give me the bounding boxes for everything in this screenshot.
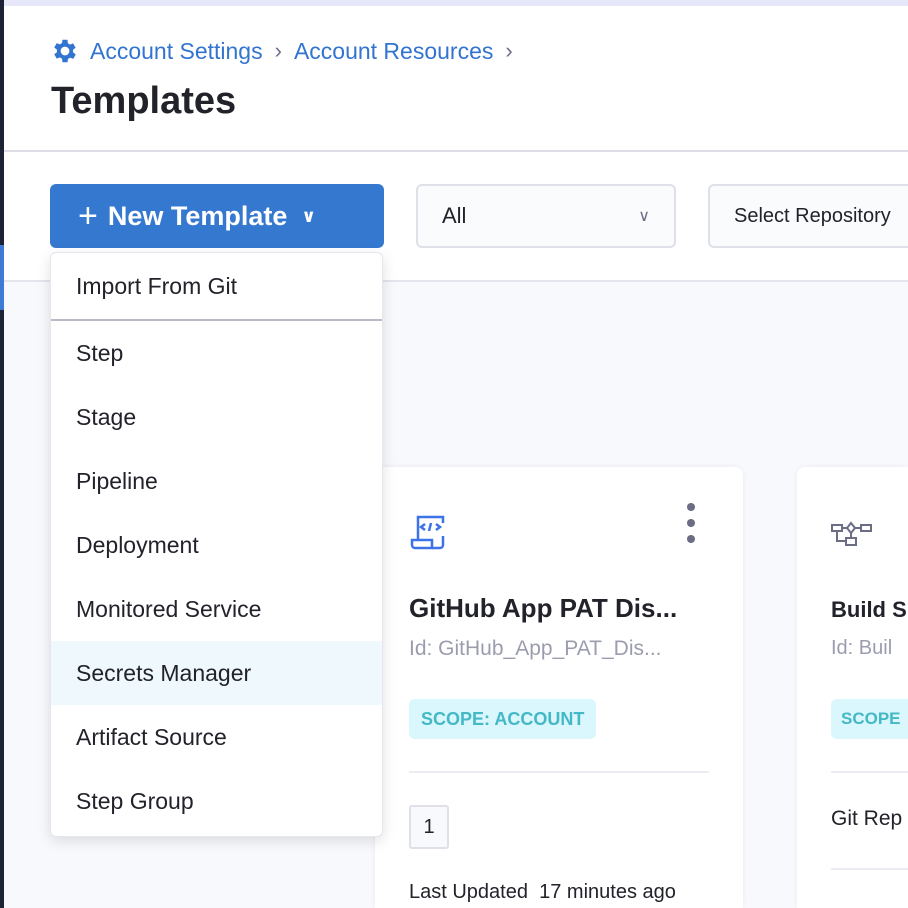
- chevron-down-icon: ∨: [638, 208, 650, 225]
- git-repo-label: Git Rep: [831, 807, 903, 830]
- scope-badge: SCOPE: [831, 699, 908, 739]
- last-updated: Last Updated 17 minutes ago: [409, 881, 676, 904]
- new-template-label: New Template: [107, 200, 288, 231]
- divider: [831, 868, 908, 870]
- code-scroll-icon: [410, 515, 445, 550]
- breadcrumb-account-resources[interactable]: Account Resources: [293, 37, 494, 64]
- more-options-icon[interactable]: [685, 503, 697, 543]
- new-template-menu: Import From Git Step Stage Pipeline Depl…: [50, 252, 383, 837]
- menu-item-step[interactable]: Step: [76, 339, 124, 366]
- new-template-button[interactable]: + New Template ∨: [50, 184, 384, 248]
- repository-select-value: Select Repository: [734, 204, 891, 227]
- chevron-right-icon: ›: [505, 38, 513, 63]
- menu-item-deployment[interactable]: Deployment: [76, 531, 199, 558]
- template-id: Id: Buil: [831, 637, 893, 659]
- menu-item-monitored-service[interactable]: Monitored Service: [76, 595, 262, 622]
- page-title: Templates: [51, 80, 237, 122]
- top-bar: [0, 0, 908, 6]
- menu-item-import-from-git[interactable]: Import From Git: [51, 253, 382, 321]
- template-name[interactable]: GitHub App PAT Dis...: [409, 593, 678, 623]
- divider: [831, 771, 908, 773]
- menu-item-pipeline[interactable]: Pipeline: [76, 467, 158, 494]
- scope-badge: SCOPE: ACCOUNT: [409, 699, 597, 739]
- breadcrumb: Account Settings › Account Resources ›: [50, 36, 525, 66]
- page-header: Account Settings › Account Resources › T…: [4, 6, 908, 152]
- menu-item-stage[interactable]: Stage: [76, 403, 137, 430]
- version-badge: 1: [409, 805, 449, 849]
- last-updated-label: Last Updated: [409, 881, 528, 903]
- template-name[interactable]: Build S: [831, 597, 907, 622]
- type-filter-select[interactable]: All ∨: [416, 184, 676, 248]
- type-filter-value: All: [442, 203, 467, 228]
- chevron-right-icon: ›: [274, 38, 282, 63]
- chevron-down-icon: ∨: [301, 205, 317, 226]
- breadcrumb-account-settings[interactable]: Account Settings: [90, 37, 263, 64]
- plus-icon: +: [78, 197, 98, 235]
- last-updated-value: 17 minutes ago: [539, 881, 676, 903]
- template-card[interactable]: GitHub App PAT Dis... Id: GitHub_App_PAT…: [375, 467, 743, 908]
- side-nav: [0, 0, 4, 908]
- template-id: Id: GitHub_App_PAT_Dis...: [409, 637, 662, 660]
- menu-item-step-group[interactable]: Step Group: [76, 787, 194, 814]
- template-card[interactable]: Build S Id: Buil SCOPE Git Rep: [797, 467, 908, 908]
- repository-select[interactable]: Select Repository: [708, 184, 908, 248]
- menu-item-artifact-source[interactable]: Artifact Source: [76, 723, 227, 750]
- gear-icon: [54, 39, 76, 63]
- side-nav-active-indicator: [0, 245, 4, 310]
- pipeline-flow-icon: [831, 521, 872, 546]
- divider: [409, 771, 709, 773]
- menu-item-secrets-manager[interactable]: Secrets Manager: [51, 641, 382, 705]
